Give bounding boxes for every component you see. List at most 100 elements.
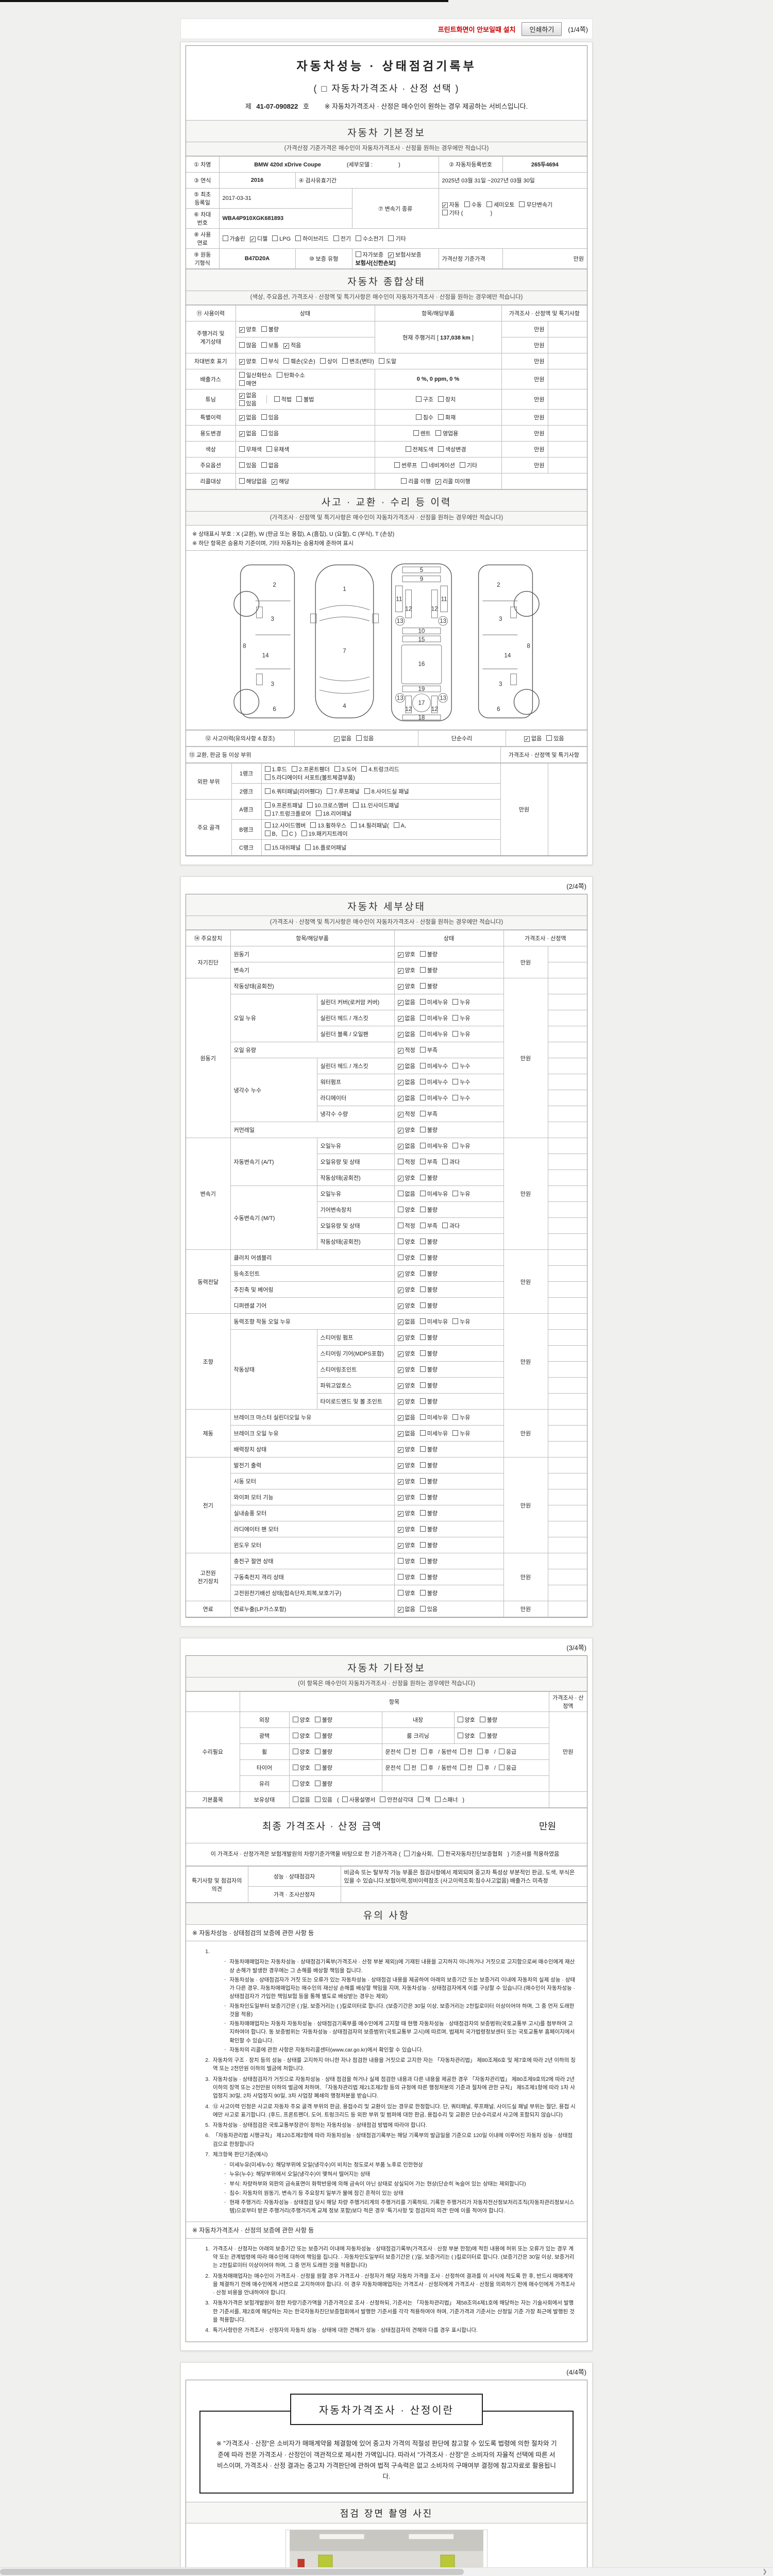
checkbox-box[interactable] [419,1143,426,1149]
checkbox-unchecked[interactable]: 불량 [419,1461,438,1469]
checkbox-unchecked[interactable]: 적정 [397,1158,415,1166]
checkbox-box[interactable] [457,1733,463,1739]
checkbox-box[interactable] [292,1797,298,1803]
checkbox-unchecked[interactable]: 수소전기 [356,234,383,243]
checkbox-box[interactable] [264,766,271,772]
checkbox-box[interactable]: ✓ [397,1176,404,1182]
checkbox-box[interactable] [415,414,422,420]
checkbox-box[interactable] [315,810,322,817]
checkbox-unchecked[interactable]: 양호 [292,1764,310,1772]
checkbox-box[interactable] [419,1542,426,1548]
checkbox-box[interactable] [498,1749,505,1755]
checkbox-unchecked[interactable]: 누수 [452,1078,470,1086]
checkbox-unchecked[interactable]: 응급 [498,1748,516,1756]
checkbox-unchecked[interactable]: 미세누수 [419,1062,448,1070]
checkbox-box[interactable]: ✓ [397,1303,404,1310]
checkbox-box[interactable] [417,1797,424,1803]
checkbox-checked[interactable]: ✓ 없음 [397,1142,415,1150]
checkbox-checked[interactable]: ✓ 양호 [397,1541,415,1550]
checkbox-box[interactable]: ✓ [397,1607,404,1614]
checkbox-unchecked[interactable]: 사용설명서 [342,1795,375,1804]
checkbox-box[interactable] [421,1765,427,1771]
checkbox-checked[interactable]: ✓ 양호 [397,1493,415,1501]
checkbox-unchecked[interactable]: 불량 [419,982,438,990]
checkbox-box[interactable]: ✓ [397,1287,404,1294]
checkbox-unchecked[interactable]: 부족 [419,1222,438,1230]
checkbox-unchecked[interactable]: 불량 [419,1253,438,1262]
checkbox-unchecked[interactable]: 세미오토 [486,200,514,209]
checkbox-unchecked[interactable]: 미세누수 [419,1094,448,1102]
checkbox-unchecked[interactable]: 10.크로스멤버 [307,801,348,809]
checkbox-box[interactable] [261,430,267,436]
checkbox-unchecked[interactable]: 불량 [419,1525,438,1533]
checkbox-box[interactable] [264,802,271,808]
checkbox-unchecked[interactable]: 하이브리드 [295,234,329,243]
checkbox-box[interactable]: ✓ [435,479,441,486]
checkbox-box[interactable] [351,822,357,828]
checkbox-unchecked[interactable]: 상이 [320,357,338,365]
checkbox-box[interactable] [239,446,245,452]
checkbox-checked[interactable]: ✓ 없음 [397,1014,415,1022]
checkbox-box[interactable] [397,1574,404,1580]
checkbox-box[interactable] [419,1239,426,1245]
checkbox-unchecked[interactable]: 있음 [546,734,564,742]
checkbox-box[interactable] [378,358,384,364]
checkbox-unchecked[interactable]: 불량 [419,966,438,974]
checkbox-unchecked[interactable]: 화재 [438,413,456,421]
checkbox-unchecked[interactable]: 8.사이드실 패널 [364,787,409,795]
checkbox-unchecked[interactable]: 불량 [419,1301,438,1310]
checkbox-checked[interactable]: ✓ 양호 [397,1525,415,1533]
checkbox-checked[interactable]: ✓ 양호 [397,1269,415,1278]
checkbox-unchecked[interactable]: 미세누유 [419,1014,448,1022]
checkbox-box[interactable] [419,1318,426,1325]
checkbox-unchecked[interactable]: 색상변경 [438,445,466,453]
checkbox-box[interactable]: ✓ [283,343,289,350]
checkbox-box[interactable] [419,1446,426,1452]
checkbox-box[interactable] [419,983,426,989]
checkbox-unchecked[interactable]: 한국자동차진단보증협회 [438,1850,502,1859]
checkbox-box[interactable] [393,822,399,828]
checkbox-box[interactable]: ✓ [397,1112,404,1118]
checkbox-box[interactable] [419,1462,426,1468]
checkbox-box[interactable] [442,1223,448,1229]
checkbox-box[interactable] [394,462,400,468]
checkbox-box[interactable]: ✓ [397,1543,404,1550]
checkbox-unchecked[interactable]: 리콜 이행 [401,477,431,485]
checkbox-box[interactable] [419,1398,426,1404]
checkbox-box[interactable] [264,774,271,781]
checkbox-unchecked[interactable]: 매연 [239,379,257,387]
scrollbar-thumb[interactable] [0,2569,464,2575]
checkbox-box[interactable]: ✓ [397,1383,404,1390]
scroll-right-arrow[interactable]: ❯ [758,2568,771,2576]
checkbox-box[interactable] [314,1717,321,1723]
checkbox-box[interactable]: ✓ [397,952,404,959]
checkbox-checked[interactable]: ✓ 양호 [397,1477,415,1486]
checkbox-unchecked[interactable]: 없음 [397,1190,415,1198]
checkbox-unchecked[interactable]: 양호 [292,1780,310,1788]
checkbox-unchecked[interactable]: 양호 [397,1253,415,1262]
checkbox-box[interactable] [292,1765,298,1771]
checkbox-box[interactable] [283,358,289,364]
checkbox-unchecked[interactable]: B, [264,831,277,837]
checkbox-box[interactable] [296,396,302,402]
checkbox-unchecked[interactable]: 불량 [419,950,438,958]
checkbox-box[interactable] [419,1334,426,1341]
checkbox-unchecked[interactable]: 누유 [452,1429,470,1437]
checkbox-box[interactable] [442,1159,448,1165]
checkbox-checked[interactable]: ✓ 없음 [239,391,257,399]
checkbox-checked[interactable]: ✓ 없음 [524,734,542,742]
checkbox-box[interactable] [419,1159,426,1165]
checkbox-box[interactable]: ✓ [397,1479,404,1486]
checkbox-box[interactable] [419,1063,426,1069]
checkbox-box[interactable] [291,766,297,772]
checkbox-box[interactable] [397,1207,404,1213]
checkbox-unchecked[interactable]: 영업용 [435,429,458,437]
checkbox-checked[interactable]: ✓ 없음 [397,1413,415,1421]
checkbox-checked[interactable]: ✓ 양호 [397,1509,415,1517]
checkbox-unchecked[interactable]: 있음 [314,1795,332,1804]
checkbox-unchecked[interactable]: 구조 [415,395,433,403]
checkbox-box[interactable] [460,1749,466,1755]
checkbox-unchecked[interactable]: 자가보증 [355,250,383,259]
checkbox-unchecked[interactable]: 누유 [452,1413,470,1421]
checkbox-box[interactable] [479,1733,485,1739]
